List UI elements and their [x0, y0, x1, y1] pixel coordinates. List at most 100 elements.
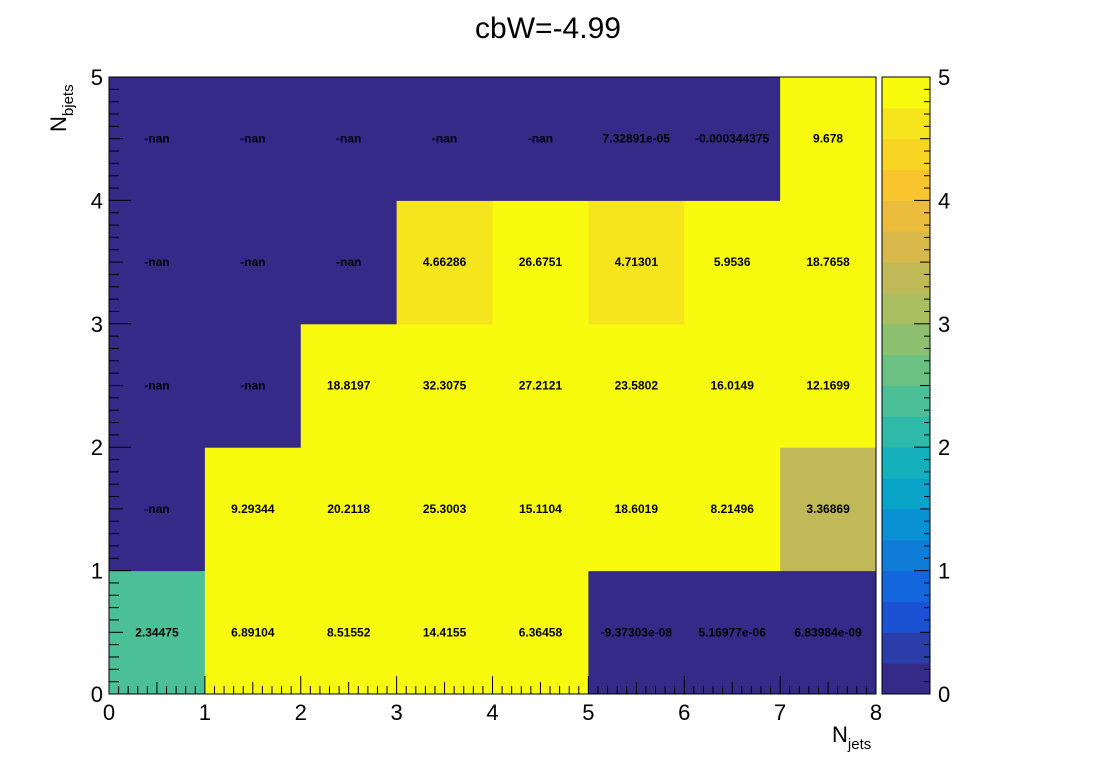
heatmap-cell [492, 200, 589, 325]
color-scale-segment [882, 539, 930, 572]
color-scale-segment [882, 323, 930, 356]
color-scale-tick-label: 1 [938, 559, 950, 584]
y-tick-label: 0 [91, 682, 103, 707]
heatmap-cell [396, 77, 493, 201]
heatmap-cell [109, 200, 206, 325]
cell-value-label: -nan [528, 132, 553, 146]
x-tick-label: 1 [199, 700, 211, 725]
cell-value-label: 4.71301 [615, 255, 659, 269]
color-scale-segment [882, 292, 930, 325]
cell-value-label: -nan [336, 255, 361, 269]
cell-value-label: -nan [144, 255, 169, 269]
cell-value-label: -nan [144, 379, 169, 393]
x-axis-title: Njets [832, 722, 871, 753]
color-scale-segment [882, 632, 930, 664]
cell-value-label: 18.6019 [615, 502, 659, 516]
color-scale-segment [882, 200, 930, 232]
cell-value-label: 5.16977e-06 [698, 625, 766, 639]
color-scale-segment [882, 416, 930, 448]
cell-value-label: -9.37303e-08 [601, 625, 673, 639]
cell-value-label: 6.83984e-09 [794, 625, 862, 639]
heatmap-cell [684, 323, 781, 448]
heatmap-cell [396, 200, 493, 325]
heatmap-cell [588, 200, 685, 325]
color-scale-tick-label: 3 [938, 312, 950, 337]
x-tick-label: 6 [678, 700, 690, 725]
heatmap-cell [300, 77, 398, 201]
color-scale-segment [882, 385, 930, 417]
x-tick-label: 8 [870, 700, 882, 725]
color-scale-tick-label: 4 [938, 188, 950, 213]
cell-value-label: -nan [336, 132, 361, 146]
heatmap-cell [780, 77, 877, 201]
x-tick-label: 2 [295, 700, 307, 725]
cell-value-label: 7.32891e-05 [603, 132, 671, 146]
heatmap-cell [588, 323, 685, 448]
cell-value-label: 9.678 [813, 132, 843, 146]
heatmap-cell [396, 323, 493, 448]
color-scale: 0 1 2 3 4 5 [881, 65, 950, 707]
cell-value-label: 2.34475 [135, 625, 179, 639]
color-scale-tick-label: 5 [938, 65, 950, 90]
cell-value-label: 23.5802 [615, 379, 659, 393]
cell-value-label: -nan [144, 502, 169, 516]
heatmap-cell [109, 570, 206, 695]
y-axis-title-base: N [46, 116, 71, 132]
cell-value-label: 8.21496 [710, 502, 754, 516]
color-scale-tick-label: 2 [938, 435, 950, 460]
color-scale-segment [882, 508, 930, 541]
cell-value-label: 18.8197 [327, 379, 371, 393]
heatmap-cell [109, 77, 206, 201]
cell-value-label: -nan [240, 132, 265, 146]
cell-value-label: -nan [240, 379, 265, 393]
heatmap-cell [204, 323, 302, 448]
y-tick-label: 4 [91, 188, 103, 213]
cell-value-label: 5.9536 [714, 255, 751, 269]
cell-value-label: 18.7658 [806, 255, 850, 269]
color-scale-segment [882, 262, 930, 294]
y-tick-label: 2 [91, 435, 103, 460]
color-scale-segment [882, 663, 930, 695]
x-tick-label: 3 [391, 700, 403, 725]
cell-value-label: 3.36869 [806, 502, 850, 516]
heatmap-cell [492, 77, 589, 201]
cell-value-label: 9.29344 [231, 502, 275, 516]
x-tick-label: 4 [486, 700, 498, 725]
heatmap-cell [492, 447, 589, 572]
color-scale-segment [882, 107, 930, 140]
color-scale-tick-label: 0 [938, 682, 950, 707]
heatmap-cell [684, 570, 781, 695]
x-tick-label: 5 [582, 700, 594, 725]
color-scale-segment [882, 570, 930, 602]
heatmap-cell [204, 570, 302, 695]
heatmap-cell [204, 200, 302, 325]
heatmap-cell [492, 570, 589, 695]
y-axis-title: Nbjets [46, 84, 77, 132]
heatmap-cell [300, 200, 398, 325]
cell-value-label: 6.89104 [231, 625, 275, 639]
heatmap-cell [684, 200, 781, 325]
heatmap-cell [780, 447, 877, 572]
y-tick-label: 5 [91, 65, 103, 90]
color-scale-segment [882, 77, 930, 109]
heatmap-cell [300, 570, 398, 695]
chart-title: cbW=-4.99 [475, 12, 621, 45]
color-scale-segment [882, 447, 930, 479]
y-tick-label: 1 [91, 559, 103, 584]
heatmap-cell [588, 570, 685, 695]
cell-value-label: -nan [240, 255, 265, 269]
cell-value-label: 32.3075 [423, 379, 467, 393]
heatmap-cell [492, 323, 589, 448]
cell-value-label: 12.1699 [806, 379, 850, 393]
cell-value-label: -nan [144, 132, 169, 146]
cell-value-label: -nan [432, 132, 457, 146]
heatmap-cell [684, 447, 781, 572]
cell-value-label: 25.3003 [423, 502, 467, 516]
cell-value-label: -0.000344375 [695, 132, 769, 146]
heatmap-cell [396, 570, 493, 695]
heatmap-cell [109, 323, 206, 448]
heatmap-cell [204, 77, 302, 201]
color-scale-segment [882, 601, 930, 633]
color-scale-segment [882, 138, 930, 171]
cell-value-label: 15.1104 [519, 502, 562, 516]
